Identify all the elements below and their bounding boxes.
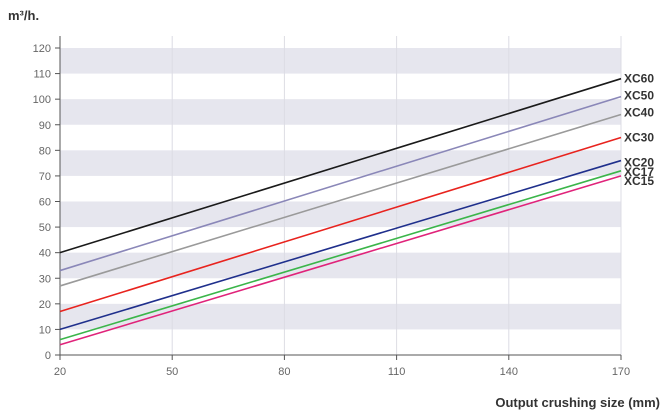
grid-band: [60, 48, 621, 74]
grid-band: [60, 252, 621, 279]
x-tick-label: 170: [612, 366, 630, 378]
y-tick-label: 20: [39, 299, 51, 311]
series-line-xc30: [59, 136, 622, 313]
series-line-xc20: [59, 159, 622, 331]
x-tick-label: 140: [500, 366, 518, 378]
series-label-xc50: XC50: [624, 89, 654, 103]
vertical-gridlines: [171, 36, 622, 355]
y-tick-label: 0: [45, 350, 51, 362]
y-tick-label: 30: [39, 273, 51, 285]
y-axis-title: m³/h.: [8, 8, 39, 23]
y-tick-label: 110: [33, 69, 51, 81]
y-tick-label: 40: [39, 248, 51, 260]
x-tick-label: 50: [166, 366, 178, 378]
y-tick-label: 80: [39, 145, 51, 157]
grid-band: [60, 201, 621, 228]
grid-band: [60, 303, 621, 330]
y-tick-label: 10: [39, 324, 51, 336]
series-line-xc50: [59, 95, 622, 272]
x-tick-label: 80: [278, 366, 290, 378]
y-tick-label: 120: [33, 43, 51, 55]
y-tick-label: 60: [39, 197, 51, 209]
series-line-xc40: [59, 113, 622, 287]
grid-bands: [60, 48, 621, 330]
axes: [59, 36, 621, 356]
grid-band: [60, 99, 621, 125]
series-line-xc60: [59, 77, 622, 254]
series-label-xc30: XC30: [624, 131, 654, 145]
series-line-xc15: [59, 175, 622, 346]
series-label-xc15: XC15: [624, 174, 654, 188]
series-label-xc17: XC17: [624, 165, 654, 179]
y-axis-ticks: 0 10 20 30 40 50 60 70 80 90 100 110 120: [33, 43, 60, 362]
y-tick-label: 50: [39, 222, 51, 234]
x-tick-label: 20: [54, 366, 66, 378]
series-label-xc60: XC60: [624, 72, 654, 86]
series-lines: [59, 77, 622, 346]
y-tick-label: 100: [33, 94, 51, 106]
series-line-xc17: [59, 170, 622, 341]
grid-band: [60, 150, 621, 176]
series-label-xc20: XC20: [624, 156, 654, 170]
y-tick-label: 70: [39, 171, 51, 183]
x-tick-label: 110: [388, 366, 406, 378]
x-axis-ticks: 20 50 80 110 140 170: [54, 355, 630, 378]
x-axis-title: Output crushing size (mm): [495, 395, 660, 410]
series-label-xc40: XC40: [624, 106, 654, 120]
y-tick-label: 90: [39, 120, 51, 132]
